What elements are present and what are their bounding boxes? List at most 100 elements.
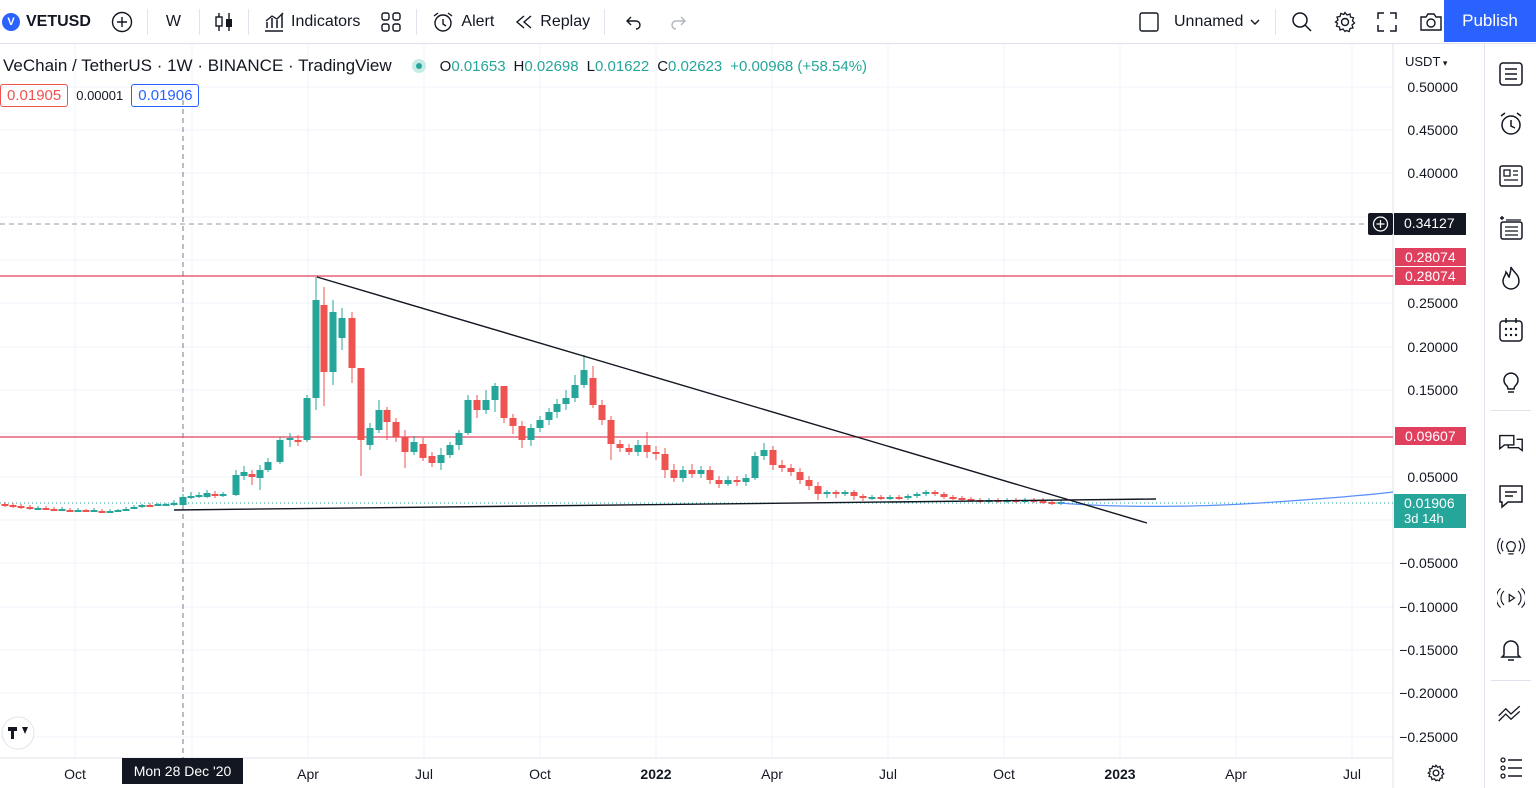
- candle-body: [778, 465, 786, 468]
- replay-button[interactable]: Replay: [504, 0, 600, 44]
- trading-panel-button[interactable]: [1497, 700, 1525, 728]
- last-price-value: 0.01906: [1404, 495, 1455, 511]
- sell-price-button[interactable]: 0.01905: [0, 84, 69, 107]
- candle-body: [742, 478, 750, 482]
- candle: [724, 476, 732, 486]
- alert-button[interactable]: Alert: [421, 0, 504, 44]
- time-tick-label: Oct: [529, 766, 551, 782]
- chart-pane[interactable]: USDT ▾ 0.50000 0.45000 0.40000 0.25000 0.200…: [0, 44, 1484, 788]
- candle-body: [203, 493, 211, 497]
- candle-body: [643, 445, 651, 452]
- candle: [886, 495, 894, 500]
- candle: [850, 490, 858, 500]
- candle: [348, 312, 356, 383]
- candle: [114, 509, 122, 512]
- candle: [329, 300, 337, 385]
- candle: [958, 496, 966, 501]
- candle-body: [868, 497, 876, 499]
- alerts-button[interactable]: [1497, 110, 1525, 138]
- candle: [652, 446, 660, 460]
- time-tick-label: Apr: [761, 766, 783, 782]
- price-chart[interactable]: [0, 44, 1484, 788]
- ideas-button[interactable]: [1497, 368, 1525, 396]
- candle: [312, 277, 320, 410]
- camera-icon: [1420, 13, 1443, 31]
- snapshot-button[interactable]: [1408, 0, 1454, 44]
- live-icon: [1497, 587, 1525, 609]
- more-button[interactable]: [1497, 752, 1525, 780]
- candle: [625, 444, 633, 455]
- broadcast-bulb-icon: [1497, 537, 1525, 555]
- candle: [138, 504, 146, 508]
- fullscreen-button[interactable]: [1366, 0, 1408, 44]
- candle: [410, 436, 418, 455]
- price-tick-label: 0.45000: [1407, 122, 1458, 138]
- calendar-button[interactable]: [1497, 316, 1525, 344]
- redo-button[interactable]: [659, 0, 697, 44]
- private-chats-button[interactable]: [1497, 482, 1525, 510]
- replay-label: Replay: [540, 12, 591, 30]
- data-window-button[interactable]: [1497, 214, 1525, 242]
- symbol-label: VETUSD: [26, 12, 91, 30]
- indicators-button[interactable]: Indicators: [253, 0, 370, 44]
- candle-body: [769, 450, 777, 465]
- candle: [904, 494, 912, 500]
- divider: [604, 8, 606, 35]
- hotlist-button[interactable]: [1497, 264, 1525, 292]
- candle-body: [419, 444, 427, 458]
- chart-grid: [0, 44, 1393, 758]
- time-axis-settings-button[interactable]: [1427, 764, 1445, 787]
- candle: [146, 503, 154, 507]
- compare-symbol-button[interactable]: [101, 0, 143, 44]
- vechain-logo: V: [2, 12, 20, 31]
- symbol-search-button[interactable]: V VETUSD: [0, 0, 101, 44]
- rewind-icon: [516, 14, 532, 29]
- legend-title[interactable]: VeChain / TetherUS · 1W · BINANCE · Trad…: [3, 56, 392, 75]
- public-chats-button[interactable]: [1497, 430, 1525, 458]
- interval-button[interactable]: W: [152, 0, 195, 44]
- candle-body: [240, 472, 248, 476]
- candle-body: [949, 497, 957, 499]
- candle: [455, 430, 463, 450]
- live-button[interactable]: [1497, 584, 1525, 612]
- notifications-button[interactable]: [1497, 636, 1525, 664]
- low-label: L: [586, 57, 595, 75]
- candle: [383, 407, 391, 440]
- market-status-dot: [411, 59, 426, 73]
- more-icon: [1500, 757, 1522, 779]
- divider: [199, 8, 201, 35]
- candle-body: [375, 410, 383, 430]
- streams-button[interactable]: [1497, 532, 1525, 560]
- watchlist-button[interactable]: [1497, 60, 1525, 88]
- templates-button[interactable]: [370, 0, 412, 44]
- tradingview-logo-icon[interactable]: [1, 716, 35, 750]
- settings-button[interactable]: [1324, 0, 1366, 44]
- candle-body: [931, 492, 939, 494]
- candle-body: [895, 497, 903, 499]
- candle: [464, 395, 472, 435]
- candle-body: [940, 494, 948, 497]
- layout-name: Unnamed: [1174, 13, 1244, 30]
- layout-square-icon: [1139, 12, 1159, 32]
- layout-menu-button[interactable]: Unnamed: [1128, 0, 1271, 44]
- news-button[interactable]: [1497, 162, 1525, 190]
- candle-body: [74, 510, 82, 512]
- chart-type-button[interactable]: [204, 0, 244, 44]
- gear-icon: [1427, 764, 1445, 782]
- currency-label: USDT: [1405, 54, 1441, 69]
- undo-button[interactable]: [609, 0, 659, 44]
- candle: [634, 440, 642, 456]
- time-tick-label: Oct: [64, 766, 86, 782]
- currency-selector[interactable]: USDT ▾: [1405, 54, 1447, 69]
- candle-body: [545, 412, 553, 420]
- publish-button[interactable]: Publish: [1444, 0, 1536, 42]
- right-sidebar: [1484, 44, 1536, 788]
- chevron-down-icon: [1250, 19, 1260, 25]
- buy-price-button[interactable]: 0.01906: [131, 84, 200, 107]
- divider: [416, 8, 418, 35]
- candle-body: [886, 497, 894, 499]
- candle-body: [518, 426, 526, 440]
- candle-body: [211, 494, 219, 496]
- search-button[interactable]: [1280, 0, 1324, 44]
- add-alert-plus-icon[interactable]: [1368, 213, 1393, 235]
